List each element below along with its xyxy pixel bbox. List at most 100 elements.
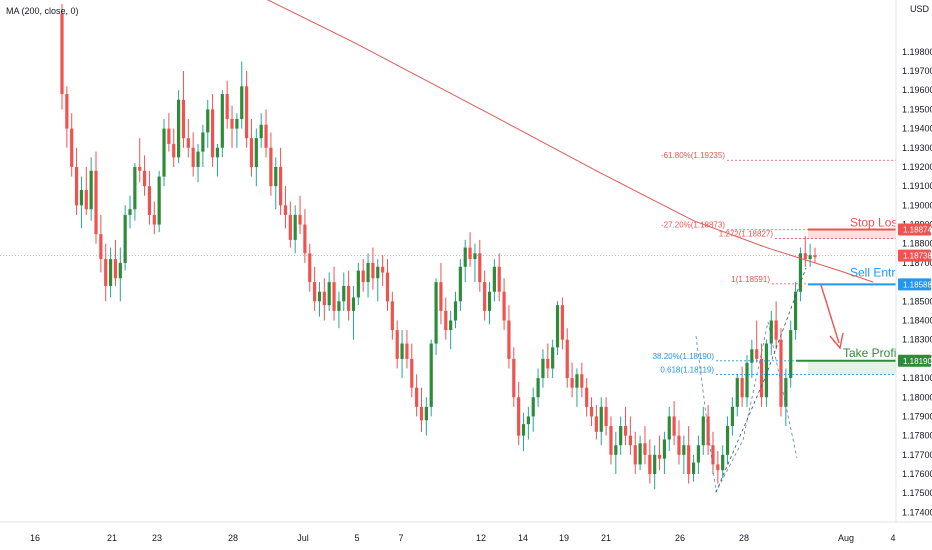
candle-body bbox=[366, 262, 370, 283]
candle-body bbox=[191, 147, 195, 167]
candle-body bbox=[619, 426, 623, 446]
x-tick-label: 19 bbox=[559, 533, 569, 543]
y-tick-label: 1.19700 bbox=[902, 66, 932, 76]
candle-body bbox=[424, 406, 428, 421]
candle-body bbox=[779, 339, 783, 407]
candle-body bbox=[755, 349, 759, 359]
candle-body bbox=[701, 416, 705, 446]
candle-body bbox=[512, 358, 516, 398]
y-tick-label: 1.17900 bbox=[902, 411, 932, 421]
candle-body bbox=[764, 343, 769, 398]
candle-body bbox=[337, 301, 341, 311]
candle-body bbox=[648, 454, 652, 475]
candle-body bbox=[604, 406, 608, 427]
price-tag-text: 1.18190 bbox=[903, 357, 932, 366]
take-profit-label: Take Profit bbox=[843, 346, 900, 360]
y-tick-label: 1.19300 bbox=[902, 143, 932, 153]
candle-body bbox=[784, 378, 788, 407]
candle-body bbox=[94, 170, 98, 235]
candle-body bbox=[254, 138, 258, 167]
candle-body bbox=[206, 109, 210, 133]
y-tick-label: 1.17500 bbox=[902, 488, 932, 498]
candle-body bbox=[264, 124, 268, 148]
candle-body bbox=[609, 426, 613, 455]
zigzag-wave bbox=[695, 321, 798, 494]
candle-body bbox=[667, 416, 671, 440]
candle-body bbox=[293, 214, 297, 240]
y-tick-label: 1.19600 bbox=[902, 85, 932, 95]
candle-body bbox=[653, 454, 657, 475]
y-tick-label: 1.19400 bbox=[902, 124, 932, 134]
indicator-legend: MA (200, close, 0) bbox=[6, 6, 79, 16]
candle-body bbox=[123, 214, 127, 263]
candle-body bbox=[230, 118, 234, 129]
candle-body bbox=[536, 378, 540, 398]
candle-body bbox=[259, 124, 263, 139]
candle-body bbox=[215, 147, 220, 158]
currency-label: USD bbox=[910, 4, 930, 14]
candle-body bbox=[589, 406, 594, 417]
candle-body bbox=[351, 297, 356, 311]
price-axis-bg bbox=[896, 0, 932, 550]
candle-body bbox=[342, 285, 346, 302]
candle-body bbox=[638, 443, 642, 465]
candle-body bbox=[449, 320, 453, 331]
x-tick-label: 26 bbox=[675, 533, 685, 543]
y-tick-label: 1.18500 bbox=[902, 296, 932, 306]
candle-body bbox=[706, 416, 710, 446]
x-tick-label: 21 bbox=[601, 533, 611, 543]
candle-body bbox=[113, 259, 118, 279]
candle-body bbox=[721, 454, 725, 471]
y-tick-label: 1.17800 bbox=[902, 431, 932, 441]
candle-body bbox=[483, 282, 487, 311]
candle-body bbox=[303, 224, 307, 254]
y-tick-label: 1.18400 bbox=[902, 315, 932, 325]
candle-body bbox=[385, 272, 390, 302]
candles bbox=[60, 3, 817, 490]
candle-body bbox=[99, 234, 103, 260]
candle-body bbox=[502, 291, 506, 321]
candle-body bbox=[79, 189, 84, 206]
x-tick-label: Aug bbox=[838, 533, 854, 543]
candle-body bbox=[473, 253, 477, 260]
candle-body bbox=[201, 132, 205, 152]
y-tick-label: 1.18000 bbox=[902, 392, 932, 402]
y-tick-label: 1.18100 bbox=[902, 373, 932, 383]
ma200-path bbox=[266, 0, 874, 283]
candle-body bbox=[395, 330, 399, 359]
candle-body bbox=[181, 99, 186, 139]
candle-body bbox=[225, 94, 229, 119]
candle-body bbox=[279, 166, 283, 206]
candle-body bbox=[774, 320, 778, 340]
y-tick-label: 1.17700 bbox=[902, 450, 932, 460]
candle-body bbox=[410, 358, 414, 388]
price-tag bbox=[898, 354, 931, 367]
stop-loss-label: Stop Loss bbox=[850, 216, 903, 230]
price-tag bbox=[898, 249, 931, 262]
candle-body bbox=[347, 285, 351, 311]
time-axis: 16 21 23 28 Jul 5 7 12 14 19 21 26 28 Aug 4 bbox=[0, 521, 932, 543]
candle-body bbox=[269, 147, 273, 187]
fib-618-label: 0.618(1.18119) bbox=[660, 365, 714, 374]
candle-body bbox=[157, 176, 161, 225]
stop-loss-zone bbox=[808, 229, 896, 239]
candle-body bbox=[614, 445, 618, 455]
candle-body bbox=[711, 445, 715, 465]
price-tag bbox=[898, 278, 931, 291]
down-arrow-head bbox=[829, 332, 844, 350]
candle-body bbox=[381, 266, 385, 273]
fib-minus-61-label: -61.80%(1.19235) bbox=[661, 151, 725, 160]
candle-body bbox=[808, 255, 812, 260]
candle-body bbox=[70, 128, 74, 167]
candle-body bbox=[138, 166, 142, 171]
candle-body bbox=[580, 374, 584, 388]
candle-body bbox=[444, 310, 448, 331]
candle-body bbox=[240, 86, 244, 119]
y-tick-label: 1.17400 bbox=[902, 507, 932, 517]
candle-body bbox=[147, 186, 152, 215]
candle-body bbox=[521, 424, 526, 436]
candle-body bbox=[565, 339, 569, 379]
candle-body bbox=[167, 128, 171, 144]
candle-body bbox=[419, 406, 424, 421]
